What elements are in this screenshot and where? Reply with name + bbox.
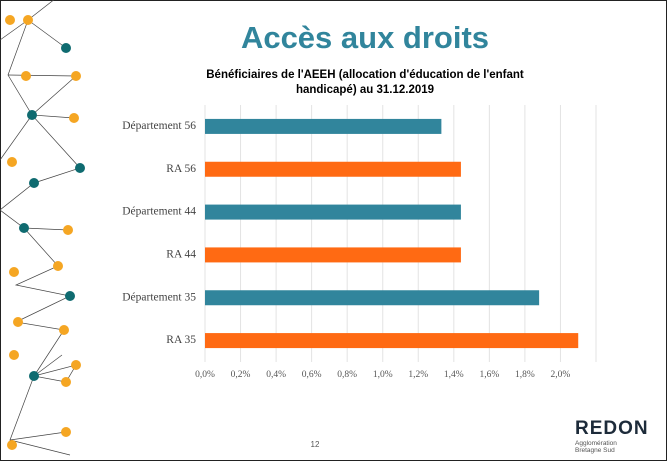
x-tick-label: 1,2%	[408, 370, 428, 380]
x-tick-label: 0,0%	[195, 370, 215, 380]
x-tick-label: 2,0%	[551, 370, 571, 380]
bar	[205, 333, 579, 349]
logo-tagline: Agglomération Bretagne Sud	[575, 440, 617, 454]
y-tick-label: Département 56	[122, 120, 196, 132]
x-tick-label: 0,8%	[337, 370, 357, 380]
y-tick-label: RA 44	[166, 249, 196, 261]
x-tick-label: 1,0%	[373, 370, 393, 380]
x-tick-label: 0,2%	[231, 370, 251, 380]
logo-name: REDON	[575, 418, 649, 439]
x-tick-label: 1,6%	[479, 370, 499, 380]
page-number: 12	[310, 440, 320, 449]
y-tick-label: RA 35	[166, 334, 196, 346]
bar	[205, 290, 540, 306]
x-tick-label: 1,8%	[515, 370, 535, 380]
bar	[205, 161, 461, 177]
title: Accès aux droits	[240, 20, 490, 55]
y-tick-label: Département 35	[122, 291, 196, 303]
bar	[205, 204, 461, 220]
chart-subtitle: Bénéficiaires de l'AEEH (allocation d'éd…	[206, 69, 524, 96]
x-tick-label: 1,4%	[444, 370, 464, 380]
x-tick-label: 0,4%	[266, 370, 286, 380]
bar	[205, 118, 442, 134]
bar	[205, 247, 461, 263]
y-tick-label: Département 44	[122, 206, 196, 218]
logo: REDON Agglomération Bretagne Sud	[575, 418, 649, 454]
y-tick-label: RA 56	[166, 163, 196, 175]
x-tick-label: 0,6%	[302, 370, 322, 380]
